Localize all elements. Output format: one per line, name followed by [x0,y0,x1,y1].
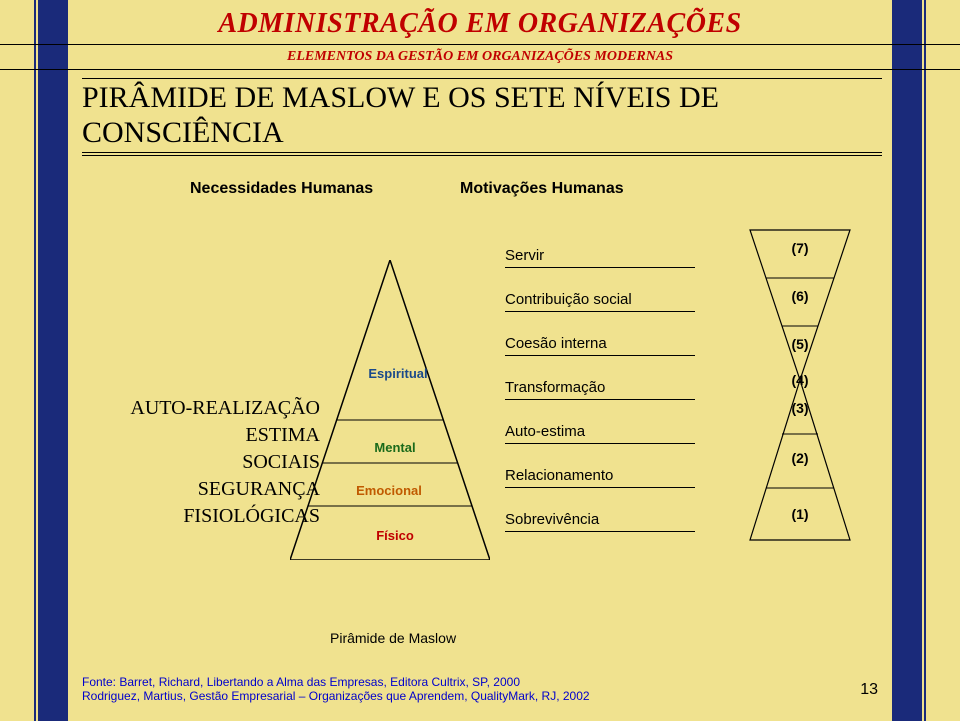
maslow-level-labels: AUTO-REALIZAÇÃO ESTIMA SOCIAIS SEGURANÇA… [70,395,320,530]
level-num-5: (5) [740,336,860,352]
motivation-row-2: Relacionamento [505,448,715,492]
subtitle-band: ELEMENTOS DA GESTÃO EM ORGANIZAÇÕES MODE… [0,42,960,72]
pyramid-svg [290,260,490,560]
pyramid-label-spiritual: Espiritual [338,366,458,381]
level-num-4: (4) [740,372,860,388]
pyramid-caption: Pirâmide de Maslow [330,630,456,646]
motivation-column: Servir Contribuição social Coesão intern… [505,228,715,536]
stripe-right [892,0,922,721]
motivation-row-1: Sobrevivência [505,492,715,536]
main-title: ADMINISTRAÇÃO EM ORGANIZAÇÕES [0,8,960,40]
stripe-left [38,0,68,721]
level-num-3: (3) [740,400,860,416]
maslow-level-5: AUTO-REALIZAÇÃO [70,395,320,422]
footer-citation: Fonte: Barret, Richard, Libertando a Alm… [82,675,878,703]
stripe-thin-right [924,0,926,721]
heading-needs: Necessidades Humanas [190,180,373,198]
motivation-row-6: Contribuição social [505,272,715,316]
pyramid-wrap: Espiritual Mental Emocional Físico Pirâm… [290,240,500,580]
header: ADMINISTRAÇÃO EM ORGANIZAÇÕES ELEMENTOS … [0,0,960,72]
maslow-level-2: SEGURANÇA [70,476,320,503]
maslow-level-1: FISIOLÓGICAS [70,503,320,530]
page-title-box: PIRÂMIDE DE MASLOW E OS SETE NÍVEIS DE C… [82,78,882,156]
hourglass: (7) (6) (5) (4) (3) (2) (1) [740,220,860,550]
footer-line-1: Fonte: Barret, Richard, Libertando a Alm… [82,675,878,689]
page-title-l1: PIRÂMIDE DE MASLOW E OS SETE NÍVEIS DE [82,81,719,114]
pyramid-label-physical: Físico [350,528,440,543]
maslow-level-4: ESTIMA [70,422,320,449]
level-num-6: (6) [740,288,860,304]
maslow-level-3: SOCIAIS [70,449,320,476]
motivation-row-5: Coesão interna [505,316,715,360]
slide: ADMINISTRAÇÃO EM ORGANIZAÇÕES ELEMENTOS … [0,0,960,721]
level-num-7: (7) [740,240,860,256]
page-title: PIRÂMIDE DE MASLOW E OS SETE NÍVEIS DE C… [82,79,882,152]
pyramid: Espiritual Mental Emocional Físico [290,260,490,560]
footer-line-2: Rodriguez, Martius, Gestão Empresarial –… [82,689,878,703]
page-number: 13 [860,681,878,699]
pyramid-label-emotional: Emocional [324,483,454,498]
stripe-thin-left [34,0,36,721]
motivation-row-4: Transformação [505,360,715,404]
heading-motivations: Motivações Humanas [460,180,624,198]
motivation-row-7: Servir [505,228,715,272]
level-num-2: (2) [740,450,860,466]
content: Necessidades Humanas Motivações Humanas … [80,180,880,671]
page-title-l2: CONSCIÊNCIA [82,116,284,149]
level-num-1: (1) [740,506,860,522]
motivation-row-3: Auto-estima [505,404,715,448]
pyramid-label-mental: Mental [350,440,440,455]
subtitle: ELEMENTOS DA GESTÃO EM ORGANIZAÇÕES MODE… [0,42,960,72]
